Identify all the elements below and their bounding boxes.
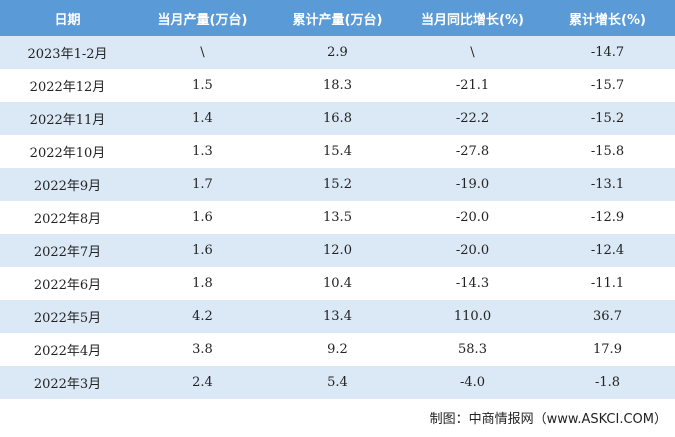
value-cell: -12.4: [540, 234, 675, 267]
value-cell: -15.7: [540, 69, 675, 102]
value-cell: 36.7: [540, 300, 675, 333]
value-cell: 18.3: [270, 69, 405, 102]
value-cell: 58.3: [405, 333, 540, 366]
value-cell: 1.7: [135, 168, 270, 201]
date-cell: 2022年8月: [0, 201, 135, 234]
table-row: 2022年9月 1.7 15.2 -19.0 -13.1: [0, 168, 675, 201]
table-row: 2023年1-2月 \ 2.9 \ -14.7: [0, 36, 675, 69]
value-cell: 1.8: [135, 267, 270, 300]
value-cell: 12.0: [270, 234, 405, 267]
value-cell: -12.9: [540, 201, 675, 234]
value-cell: 110.0: [405, 300, 540, 333]
value-cell: 3.8: [135, 333, 270, 366]
value-cell: 4.2: [135, 300, 270, 333]
value-cell: 15.2: [270, 168, 405, 201]
date-cell: 2022年5月: [0, 300, 135, 333]
date-cell: 2022年4月: [0, 333, 135, 366]
table-row: 2022年12月 1.5 18.3 -21.1 -15.7: [0, 69, 675, 102]
value-cell: 1.6: [135, 234, 270, 267]
value-cell: -19.0: [405, 168, 540, 201]
table-row: 2022年11月 1.4 16.8 -22.2 -15.2: [0, 102, 675, 135]
table-row: 2022年5月 4.2 13.4 110.0 36.7: [0, 300, 675, 333]
value-cell: 5.4: [270, 366, 405, 399]
value-cell: 10.4: [270, 267, 405, 300]
date-cell: 2022年12月: [0, 69, 135, 102]
value-cell: 1.4: [135, 102, 270, 135]
table-row: 2022年4月 3.8 9.2 58.3 17.9: [0, 333, 675, 366]
source-note: 制图：中商情报网（www.ASKCI.COM）: [429, 412, 667, 427]
value-cell: 1.3: [135, 135, 270, 168]
value-cell: 1.5: [135, 69, 270, 102]
value-cell: 13.5: [270, 201, 405, 234]
value-cell: -13.1: [540, 168, 675, 201]
header-cell: 日期: [0, 0, 135, 36]
value-cell: \: [135, 36, 270, 69]
value-cell: 16.8: [270, 102, 405, 135]
table-header: 日期 当月产量(万台) 累计产量(万台) 当月同比增长(%) 累计增长(%): [0, 0, 675, 36]
table-body: 2023年1-2月 \ 2.9 \ -14.7 2022年12月 1.5 18.3 -21.1-…: [0, 36, 675, 399]
table-row: 2022年3月 2.4 5.4 -4.0 -1.8: [0, 366, 675, 399]
date-cell: 2022年10月: [0, 135, 135, 168]
header-cell: 累计产量(万台): [270, 0, 405, 36]
value-cell: 1.6: [135, 201, 270, 234]
header-cell: 累计增长(%): [540, 0, 675, 36]
date-cell: 2022年3月: [0, 366, 135, 399]
date-cell: 2022年9月: [0, 168, 135, 201]
value-cell: -14.3: [405, 267, 540, 300]
table-row: 2022年8月 1.6 13.5 -20.0 -12.9: [0, 201, 675, 234]
value-cell: \: [405, 36, 540, 69]
value-cell: -20.0: [405, 201, 540, 234]
value-cell: -15.8: [540, 135, 675, 168]
value-cell: 15.4: [270, 135, 405, 168]
value-cell: 2.9: [270, 36, 405, 69]
value-cell: 13.4: [270, 300, 405, 333]
value-cell: -20.0: [405, 234, 540, 267]
value-cell: 9.2: [270, 333, 405, 366]
header-cell: 当月产量(万台): [135, 0, 270, 36]
value-cell: -21.1: [405, 69, 540, 102]
header-row: 日期 当月产量(万台) 累计产量(万台) 当月同比增长(%) 累计增长(%): [0, 0, 675, 36]
data-table: 日期 当月产量(万台) 累计产量(万台) 当月同比增长(%) 累计增长(%) 2023年…: [0, 0, 675, 399]
value-cell: 17.9: [540, 333, 675, 366]
value-cell: -15.2: [540, 102, 675, 135]
header-cell: 当月同比增长(%): [405, 0, 540, 36]
value-cell: -22.2: [405, 102, 540, 135]
date-cell: 2022年6月: [0, 267, 135, 300]
value-cell: -27.8: [405, 135, 540, 168]
value-cell: -14.7: [540, 36, 675, 69]
table-row: 2022年7月 1.6 12.0 -20.0 -12.4: [0, 234, 675, 267]
table-row: 2022年10月 1.3 15.4 -27.8 -15.8: [0, 135, 675, 168]
date-cell: 2023年1-2月: [0, 36, 135, 69]
date-cell: 2022年7月: [0, 234, 135, 267]
value-cell: -4.0: [405, 366, 540, 399]
value-cell: -11.1: [540, 267, 675, 300]
value-cell: -1.8: [540, 366, 675, 399]
table-row: 2022年6月 1.8 10.4 -14.3 -11.1: [0, 267, 675, 300]
date-cell: 2022年11月: [0, 102, 135, 135]
value-cell: 2.4: [135, 366, 270, 399]
